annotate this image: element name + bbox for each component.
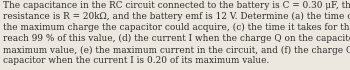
Text: The capacitance in the RC circuit connected to the battery is C = 0.30 μF, the t: The capacitance in the RC circuit connec…	[3, 1, 350, 66]
